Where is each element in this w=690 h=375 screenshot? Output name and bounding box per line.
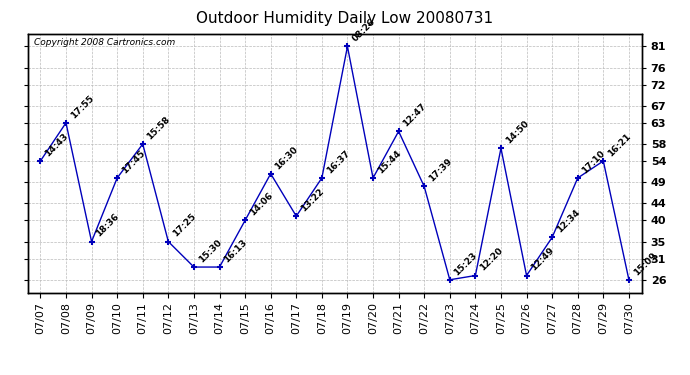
Text: Copyright 2008 Cartronics.com: Copyright 2008 Cartronics.com [34,38,175,46]
Text: 16:37: 16:37 [324,148,351,175]
Text: 12:20: 12:20 [478,246,504,273]
Text: 15:09: 15:09 [631,251,658,277]
Text: 08:26: 08:26 [351,17,377,44]
Text: 17:10: 17:10 [580,148,607,175]
Text: 17:25: 17:25 [171,212,198,239]
Text: 12:49: 12:49 [529,246,556,273]
Text: 15:44: 15:44 [376,148,402,175]
Text: 13:22: 13:22 [299,187,326,213]
Text: 15:23: 15:23 [453,251,479,277]
Text: 17:55: 17:55 [69,93,95,120]
Text: 16:30: 16:30 [273,144,300,171]
Text: 17:39: 17:39 [427,157,454,184]
Text: 14:06: 14:06 [248,191,275,217]
Text: 15:58: 15:58 [146,115,172,141]
Text: 14:50: 14:50 [504,119,531,146]
Text: 14:43: 14:43 [43,132,70,158]
Text: 16:21: 16:21 [606,132,633,158]
Text: 17:45: 17:45 [120,148,147,175]
Text: Outdoor Humidity Daily Low 20080731: Outdoor Humidity Daily Low 20080731 [197,11,493,26]
Text: 12:47: 12:47 [402,102,428,129]
Text: 12:34: 12:34 [555,208,582,235]
Text: 18:36: 18:36 [95,212,121,239]
Text: 16:13: 16:13 [222,238,249,264]
Text: 15:30: 15:30 [197,238,223,264]
